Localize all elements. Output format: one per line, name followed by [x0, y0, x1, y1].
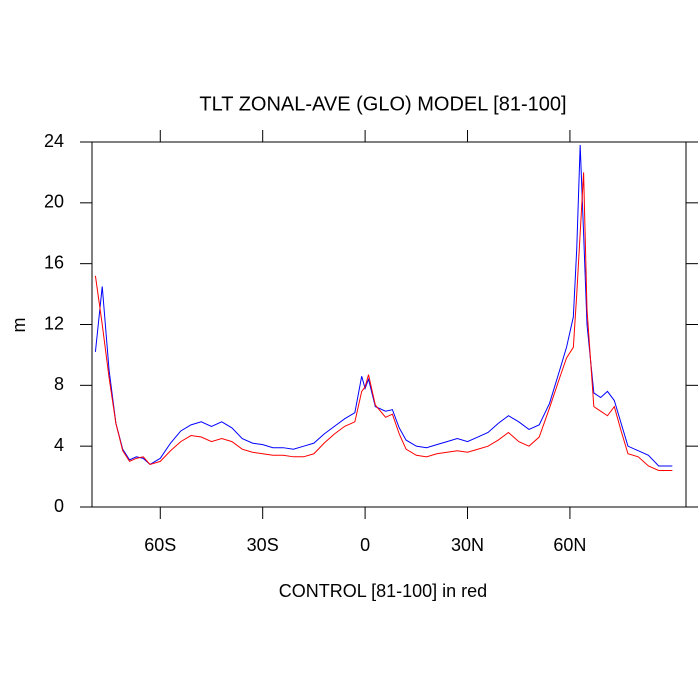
data-line: [94, 145, 673, 467]
y-axis-label: m: [9, 318, 29, 333]
plot-frame: [91, 141, 687, 508]
y-tick-label: 0: [54, 496, 64, 516]
y-tick-label: 4: [54, 435, 64, 455]
y-tick-label: 16: [44, 252, 64, 272]
x-axis-label: CONTROL [81-100] in red: [279, 581, 487, 601]
y-tick-label: 12: [44, 313, 64, 333]
y-tick-label: 8: [54, 374, 64, 394]
chart-title: TLT ZONAL-AVE (GLO) MODEL [81-100]: [199, 93, 566, 115]
x-tick-label: 30S: [247, 535, 279, 555]
x-tick-label: 0: [360, 535, 370, 555]
y-tick-label: 24: [44, 131, 64, 151]
y-tick-label: 20: [44, 192, 64, 212]
x-tick-label: 30N: [451, 535, 484, 555]
x-tick-label: 60S: [144, 535, 176, 555]
data-line: [94, 172, 673, 471]
x-tick-label: 60N: [553, 535, 586, 555]
